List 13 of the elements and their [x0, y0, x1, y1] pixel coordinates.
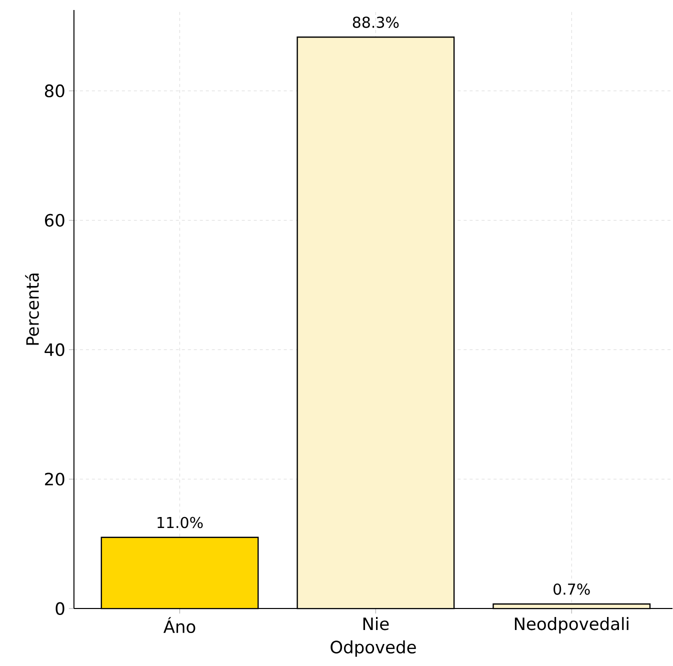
y-tick-label: 20	[45, 472, 64, 486]
x-tick-label: Neodpovedali	[514, 617, 628, 634]
y-tick-label: 0	[56, 602, 64, 616]
data-label: 88.3%	[352, 16, 399, 28]
y-tick-label: 80	[44, 84, 64, 98]
x-tick-label: Áno	[163, 617, 196, 634]
y-tick-label: 60	[44, 214, 64, 227]
x-tick-label: Nie	[363, 617, 389, 630]
x-axis-title: Odpovede	[330, 640, 416, 658]
y-axis-title: Percentá	[25, 274, 39, 346]
data-label: 0.7%	[554, 584, 590, 596]
data-label: 11.0%	[158, 517, 203, 528]
y-tick-label: 40	[44, 344, 64, 356]
